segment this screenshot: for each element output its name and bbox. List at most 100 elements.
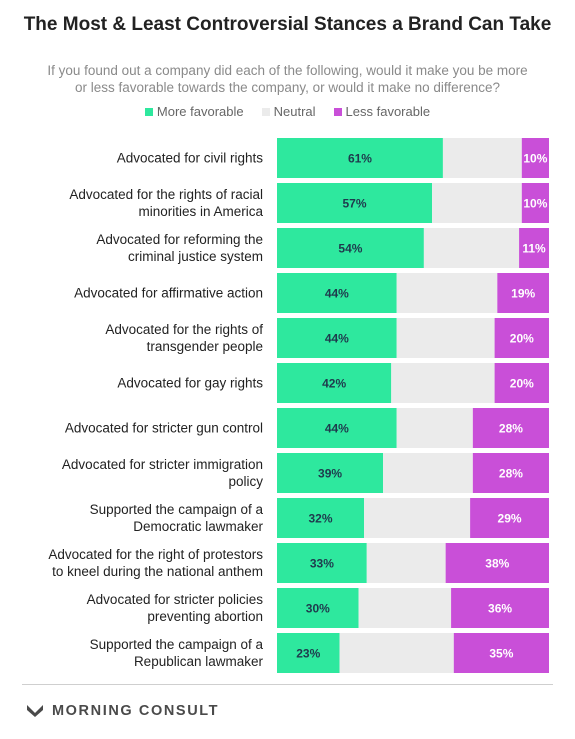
value-label-more: 42%	[322, 377, 346, 391]
value-label-less: 20%	[510, 332, 534, 346]
bar-segment-neutral	[423, 228, 520, 268]
category-label: to kneel during the national anthem	[52, 564, 263, 579]
bar-row: Advocated for the right of protestors to …	[48, 543, 549, 583]
bar-segment-more	[277, 498, 365, 538]
bar-segment-less	[472, 408, 549, 448]
category-label: Advocated for stricter gun control	[65, 421, 263, 436]
category-label: Advocated for reforming the	[96, 232, 263, 247]
bar-row: Advocated for affirmative action 44% 19%	[74, 273, 549, 313]
bar-segment-neutral	[442, 138, 522, 178]
bar-segment-less	[451, 588, 549, 628]
bar-segment-more	[277, 228, 424, 268]
legend-label-more: More favorable	[156, 104, 244, 119]
value-label-more: 57%	[343, 197, 367, 211]
bar-segment-less	[470, 498, 549, 538]
value-label-more: 30%	[306, 602, 330, 616]
bar-row: Advocated for civil rights 61% 10%	[117, 138, 549, 178]
category-label: transgender people	[147, 339, 263, 354]
legend-label-less: Less favorable	[345, 104, 431, 119]
bar-segment-less	[519, 228, 549, 268]
legend-label-neutral: Neutral	[273, 104, 316, 119]
bar-segment-more	[277, 408, 397, 448]
bar-row: Advocated for the rights of transgender p…	[105, 318, 549, 358]
category-label: Advocated for the rights of racial	[69, 187, 263, 202]
chart-subtitle: If you found out a company did each of t…	[47, 63, 528, 95]
bar-row: Supported the campaign of a Republican la…	[90, 633, 549, 673]
bar-segment-neutral	[383, 453, 473, 493]
bar-segment-more	[277, 453, 384, 493]
bar-segment-less	[521, 138, 549, 178]
legend-item-more: More favorable	[144, 104, 244, 119]
footer-divider	[22, 684, 553, 685]
bar-row: Advocated for stricter immigration policy…	[62, 453, 549, 493]
bar-segment-less	[497, 273, 549, 313]
bar-segment-more	[277, 363, 392, 403]
bar-segment-less	[472, 453, 549, 493]
category-label: Advocated for stricter immigration	[62, 457, 263, 472]
value-label-more: 32%	[309, 512, 333, 526]
category-label: Democratic lawmaker	[133, 519, 263, 534]
category-label: Advocated for stricter policies	[87, 592, 264, 607]
category-label: Advocated for the rights of	[105, 322, 263, 337]
stacked-bar-chart: Advocated for civil rights 61% 10%Advocate…	[48, 138, 549, 673]
value-label-less: 11%	[522, 242, 546, 256]
footer-brand: MORNING CONSULT	[52, 703, 220, 719]
category-label: Advocated for gay rights	[117, 376, 263, 391]
bar-segment-neutral	[396, 408, 473, 448]
bar-segment-more	[277, 633, 340, 673]
bar-segment-neutral	[364, 498, 471, 538]
value-label-less: 19%	[511, 287, 535, 301]
category-label: policy	[228, 474, 263, 489]
bar-segment-less	[521, 183, 549, 223]
value-label-less: 28%	[499, 422, 523, 436]
value-label-less: 28%	[499, 467, 523, 481]
value-label-less: 20%	[510, 377, 534, 391]
chart-title: The Most & Least Controversial Stances a…	[23, 14, 552, 35]
value-label-more: 23%	[296, 647, 320, 661]
bar-segment-less	[445, 543, 549, 583]
bar-segment-less	[494, 363, 549, 403]
bar-segment-more	[277, 273, 397, 313]
category-label: Supported the campaign of a	[90, 502, 264, 517]
morning-consult-chevron-icon	[27, 705, 43, 717]
bar-row: Advocated for gay rights 42% 20%	[117, 363, 549, 403]
bar-segment-neutral	[366, 543, 446, 583]
footer: MORNING CONSULT	[26, 703, 219, 719]
category-label: Advocated for affirmative action	[74, 286, 263, 301]
bar-segment-neutral	[396, 318, 495, 358]
value-label-less: 35%	[489, 647, 513, 661]
category-label: criminal justice system	[128, 249, 263, 264]
value-label-more: 39%	[318, 467, 342, 481]
value-label-less: 29%	[498, 512, 522, 526]
legend-swatch-less	[333, 107, 342, 116]
category-label: Advocated for the right of protestors	[48, 547, 263, 562]
legend: More favorable Neutral Less favorable	[0, 104, 575, 119]
value-label-less: 10%	[523, 197, 547, 211]
value-label-less: 10%	[523, 152, 547, 166]
bar-segment-more	[277, 588, 359, 628]
bar-segment-more	[277, 138, 443, 178]
category-label: minorities in America	[138, 204, 263, 219]
bar-segment-neutral	[358, 588, 452, 628]
legend-item-neutral: Neutral	[261, 104, 316, 119]
category-label: Republican lawmaker	[134, 654, 264, 669]
category-label: Advocated for civil rights	[117, 151, 264, 166]
bar-segment-more	[277, 183, 433, 223]
bar-segment-more	[277, 318, 397, 358]
category-label: preventing abortion	[147, 609, 263, 624]
category-label: Supported the campaign of a	[90, 637, 264, 652]
value-label-less: 38%	[485, 557, 509, 571]
value-label-more: 44%	[325, 332, 349, 346]
value-label-more: 61%	[348, 152, 372, 166]
value-label-more: 44%	[325, 422, 349, 436]
value-label-more: 33%	[310, 557, 334, 571]
value-label-less: 36%	[488, 602, 512, 616]
legend-swatch-more	[144, 107, 153, 116]
value-label-more: 54%	[338, 242, 362, 256]
legend-item-less: Less favorable	[333, 104, 431, 119]
bar-row: Supported the campaign of a Democratic la…	[90, 498, 549, 538]
bar-segment-more	[277, 543, 367, 583]
bar-segment-neutral	[339, 633, 454, 673]
value-label-more: 44%	[325, 287, 349, 301]
bar-segment-neutral	[396, 273, 498, 313]
